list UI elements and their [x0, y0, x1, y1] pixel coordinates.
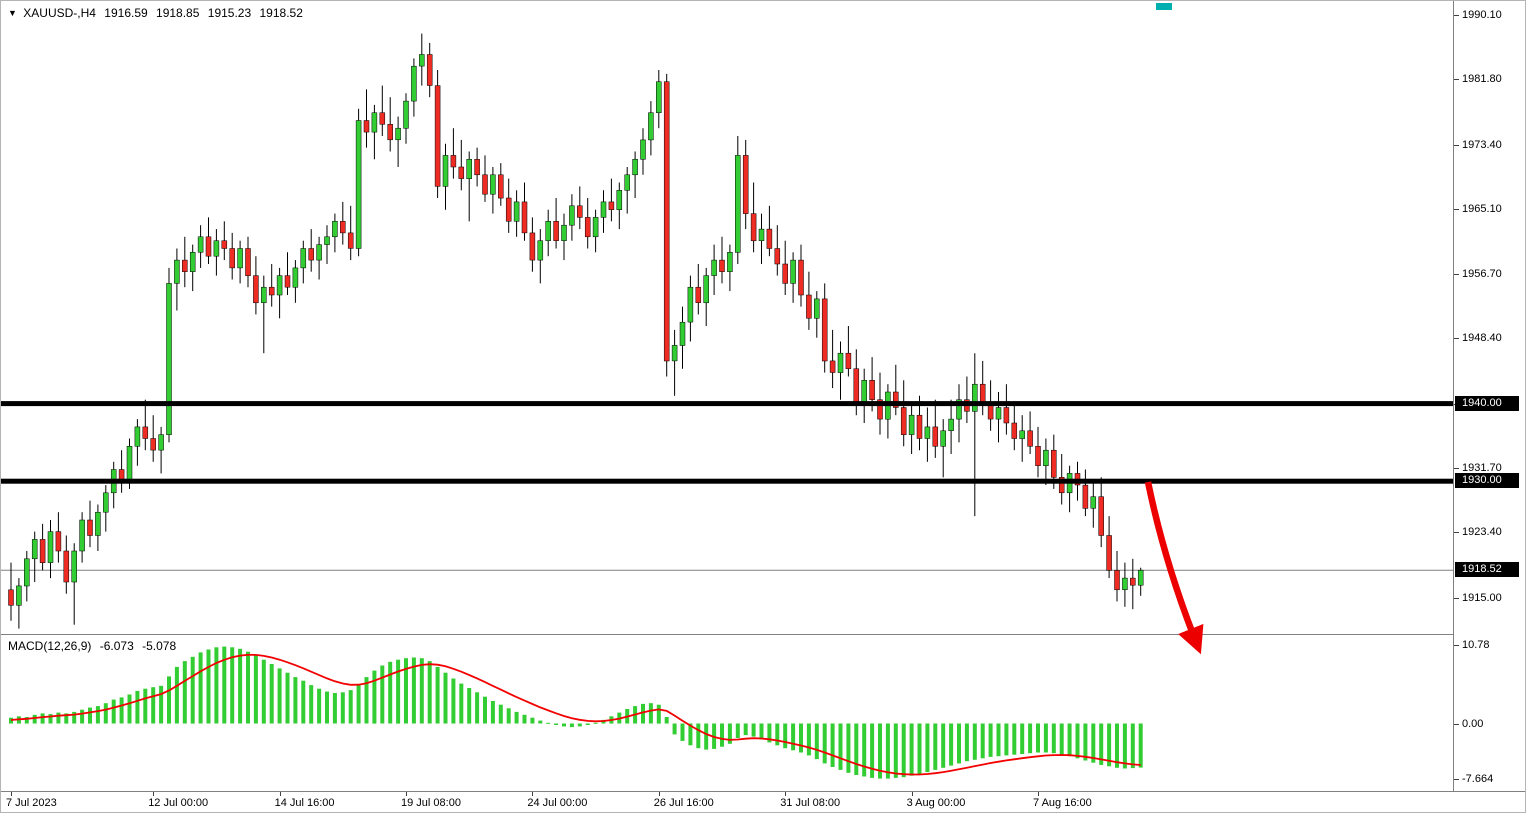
- time-axis-tick: [658, 792, 660, 796]
- price-axis-label: 1956.70: [1462, 268, 1502, 281]
- chart-title: ▼ XAUUSD-,H4 1916.59 1918.85 1915.23 191…: [8, 6, 303, 20]
- main-chart-panel[interactable]: [1, 1, 1453, 635]
- macd-histogram: [9, 646, 1143, 779]
- time-axis-label: 7 Jul 2023: [6, 797, 57, 809]
- symbol-marker-icon[interactable]: ▼: [8, 8, 17, 18]
- candlestick-chart-surface[interactable]: [1, 1, 1453, 634]
- time-axis-label: 26 Jul 16:00: [653, 797, 714, 809]
- ohlc-high-value: 1918.85: [156, 6, 200, 20]
- time-axis-label: 14 Jul 16:00: [274, 797, 335, 809]
- macd-chart-surface[interactable]: [1, 635, 1453, 791]
- time-axis-tick: [11, 792, 12, 796]
- price-axis-label: 1973.40: [1462, 138, 1502, 151]
- macd-axis-label: 10.78: [1462, 639, 1490, 652]
- price-axis-label: 1923.40: [1462, 526, 1502, 539]
- time-axis-tick: [279, 792, 281, 796]
- time-axis-label: 31 Jul 08:00: [780, 797, 841, 809]
- price-level-badge: 1940.00: [1455, 395, 1519, 411]
- time-axis-tick: [532, 792, 534, 796]
- price-axis-tick: [1454, 14, 1459, 16]
- price-axis-tick: [1454, 597, 1459, 599]
- macd-main-value: -6.073: [99, 639, 134, 653]
- time-axis-tick: [1038, 792, 1039, 796]
- price-axis-tick: [1454, 79, 1459, 81]
- horizontal-level-line[interactable]: [1, 401, 1453, 407]
- ohlc-close-value: 1918.52: [259, 6, 303, 20]
- price-axis-tick: [1454, 467, 1459, 469]
- macd-signal-line: [10, 653, 1141, 776]
- price-axis-label: 1948.40: [1462, 332, 1502, 345]
- macd-axis-tick: [1454, 723, 1459, 725]
- price-axis-tick: [1454, 144, 1459, 146]
- price-axis-label: 1915.00: [1462, 591, 1502, 604]
- macd-signal-value: -5.078: [142, 639, 177, 653]
- macd-indicator-label: MACD(12,26,9) -6.073 -5.078: [8, 639, 176, 653]
- price-axis-label: 1990.10: [1462, 8, 1502, 21]
- horizontal-level-line[interactable]: [1, 478, 1453, 484]
- macd-axis-label: 0.00: [1462, 717, 1484, 730]
- price-axis-label: 1965.10: [1462, 202, 1502, 215]
- time-axis[interactable]: 7 Jul 2023 12 Jul 00:00 14 Jul 16:00 19 Jul…: [1, 792, 1525, 812]
- price-axis-label: 1981.80: [1462, 73, 1502, 86]
- bid-price-badge: 1918.52: [1455, 562, 1519, 578]
- time-axis-label: 3 Aug 00:00: [906, 797, 966, 809]
- chart-shift-marker[interactable]: [1156, 3, 1172, 10]
- time-axis-tick: [911, 792, 913, 796]
- time-axis-label: 24 Jul 00:00: [527, 797, 588, 809]
- price-axis[interactable]: 1990.10 1981.80 1973.40 1965.10 1956.70 1948.…: [1453, 1, 1525, 792]
- chart-symbol-period: XAUUSD-,H4: [23, 6, 96, 20]
- time-axis-tick: [785, 792, 787, 796]
- ohlc-open-value: 1916.59: [104, 6, 148, 20]
- price-axis-tick: [1454, 338, 1459, 340]
- macd-axis-tick: [1454, 779, 1459, 781]
- time-axis-tick: [406, 792, 407, 796]
- price-axis-tick: [1454, 208, 1459, 210]
- macd-axis-tick: [1454, 645, 1459, 647]
- time-axis-tick: [153, 792, 155, 796]
- macd-axis-label: -7.664: [1462, 773, 1494, 786]
- price-axis-tick: [1454, 532, 1459, 534]
- time-axis-label: 12 Jul 00:00: [148, 797, 209, 809]
- macd-indicator-panel[interactable]: MACD(12,26,9) -6.073 -5.078: [1, 635, 1453, 792]
- time-axis-label: 7 Aug 16:00: [1033, 797, 1092, 809]
- candlesticks: [8, 33, 1144, 629]
- price-axis-tick: [1454, 274, 1459, 276]
- price-level-badge: 1930.00: [1455, 473, 1519, 489]
- macd-name: MACD(12,26,9): [8, 639, 92, 653]
- time-axis-label: 19 Jul 08:00: [401, 797, 461, 809]
- ohlc-low-value: 1915.23: [207, 6, 252, 20]
- price-axis-label: 1931.70: [1462, 461, 1502, 474]
